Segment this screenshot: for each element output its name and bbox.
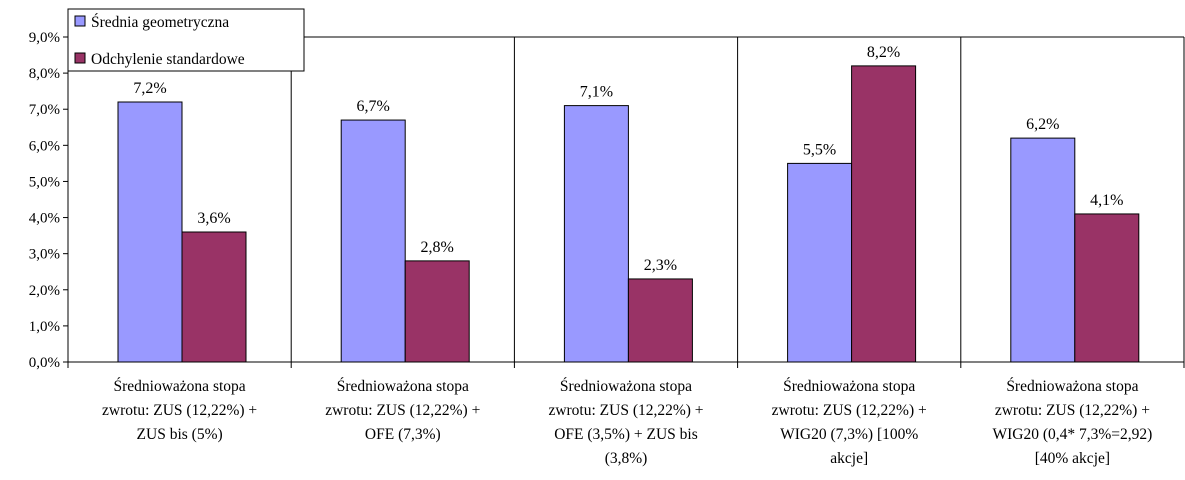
bar-standard-deviation (181, 231, 247, 363)
data-label-geometric-mean: 7,1% (580, 84, 613, 101)
category-label: (3,8%) (605, 450, 648, 467)
labels-layer: 7,2% 6,7% 7,1% 5,5% 6,2% 3,6% 2,8% 2,3% 8,2% 4,1%… (102, 44, 1152, 467)
bar-geometric-mean (1010, 137, 1076, 363)
axis-layer: 0,0% 1,0% 2,0% 3,0% 4,0% 5,0% 6,0% 7,0% 8,0% 9,0% (29, 30, 1185, 371)
y-tick-label: 5,0% (29, 174, 60, 190)
category-label: Średnioważona stopa (560, 378, 692, 395)
category-label: WIG20 (7,3%) [100% (780, 426, 918, 443)
category-label: ZUS bis (5%) (137, 426, 223, 443)
category-label: Średnioważona stopa (1006, 378, 1138, 395)
y-tick-label: 9,0% (29, 30, 60, 46)
category-label: zwrotu: ZUS (12,22%) + (325, 402, 480, 419)
data-label-standard-deviation: 2,8% (421, 239, 454, 256)
y-tick-label: 6,0% (29, 138, 60, 154)
y-tick-label: 2,0% (29, 283, 60, 299)
data-label-geometric-mean: 6,2% (1026, 116, 1059, 133)
data-label-standard-deviation: 8,2% (867, 44, 900, 61)
legend-label-geometric-mean: Średnia geometryczna (91, 14, 229, 31)
data-label-standard-deviation: 2,3% (644, 257, 677, 274)
bar-standard-deviation (627, 278, 693, 363)
category-label: zwrotu: ZUS (12,22%) + (102, 402, 257, 419)
category-label: zwrotu: ZUS (12,22%) + (772, 402, 927, 419)
y-tick-label: 3,0% (29, 247, 60, 263)
legend-label-standard-deviation: Odchylenie standardowe (91, 51, 245, 68)
bar-standard-deviation (404, 260, 470, 363)
category-label: Średnioważona stopa (337, 378, 469, 395)
bar-standard-deviation (851, 65, 917, 363)
y-tick-label: 0,0% (29, 355, 60, 371)
bar-geometric-mean (787, 162, 853, 363)
data-label-geometric-mean: 6,7% (357, 98, 390, 115)
y-tick-label: 8,0% (29, 66, 60, 82)
bar-standard-deviation (1074, 213, 1140, 363)
bar-geometric-mean (117, 101, 183, 363)
y-tick-label: 7,0% (29, 102, 60, 118)
legend-box (67, 8, 305, 72)
category-label: zwrotu: ZUS (12,22%) + (995, 402, 1150, 419)
legend: Średnia geometryczna Odchylenie standard… (67, 8, 305, 72)
legend-swatch-standard-deviation (74, 52, 86, 64)
category-label: [40% akcje] (1035, 450, 1110, 467)
category-label: WIG20 (0,4* 7,3%=2,92) (992, 426, 1152, 443)
bar-geometric-mean (563, 105, 629, 363)
category-label: OFE (3,5%) + ZUS bis (554, 426, 698, 443)
data-label-geometric-mean: 7,2% (133, 80, 166, 97)
category-label: Średnioważona stopa (114, 378, 246, 395)
y-tick-label: 1,0% (29, 319, 60, 335)
legend-swatch-geometric-mean (74, 15, 86, 27)
category-label: akcje] (830, 450, 868, 467)
data-label-standard-deviation: 4,1% (1090, 192, 1123, 209)
category-label: Średnioważona stopa (783, 378, 915, 395)
bars-layer (117, 65, 1140, 363)
category-label: zwrotu: ZUS (12,22%) + (548, 402, 703, 419)
data-label-standard-deviation: 3,6% (197, 210, 230, 227)
y-tick-label: 4,0% (29, 211, 60, 227)
data-label-geometric-mean: 5,5% (803, 141, 836, 158)
category-label: OFE (7,3%) (365, 426, 441, 443)
bar-geometric-mean (340, 119, 406, 363)
